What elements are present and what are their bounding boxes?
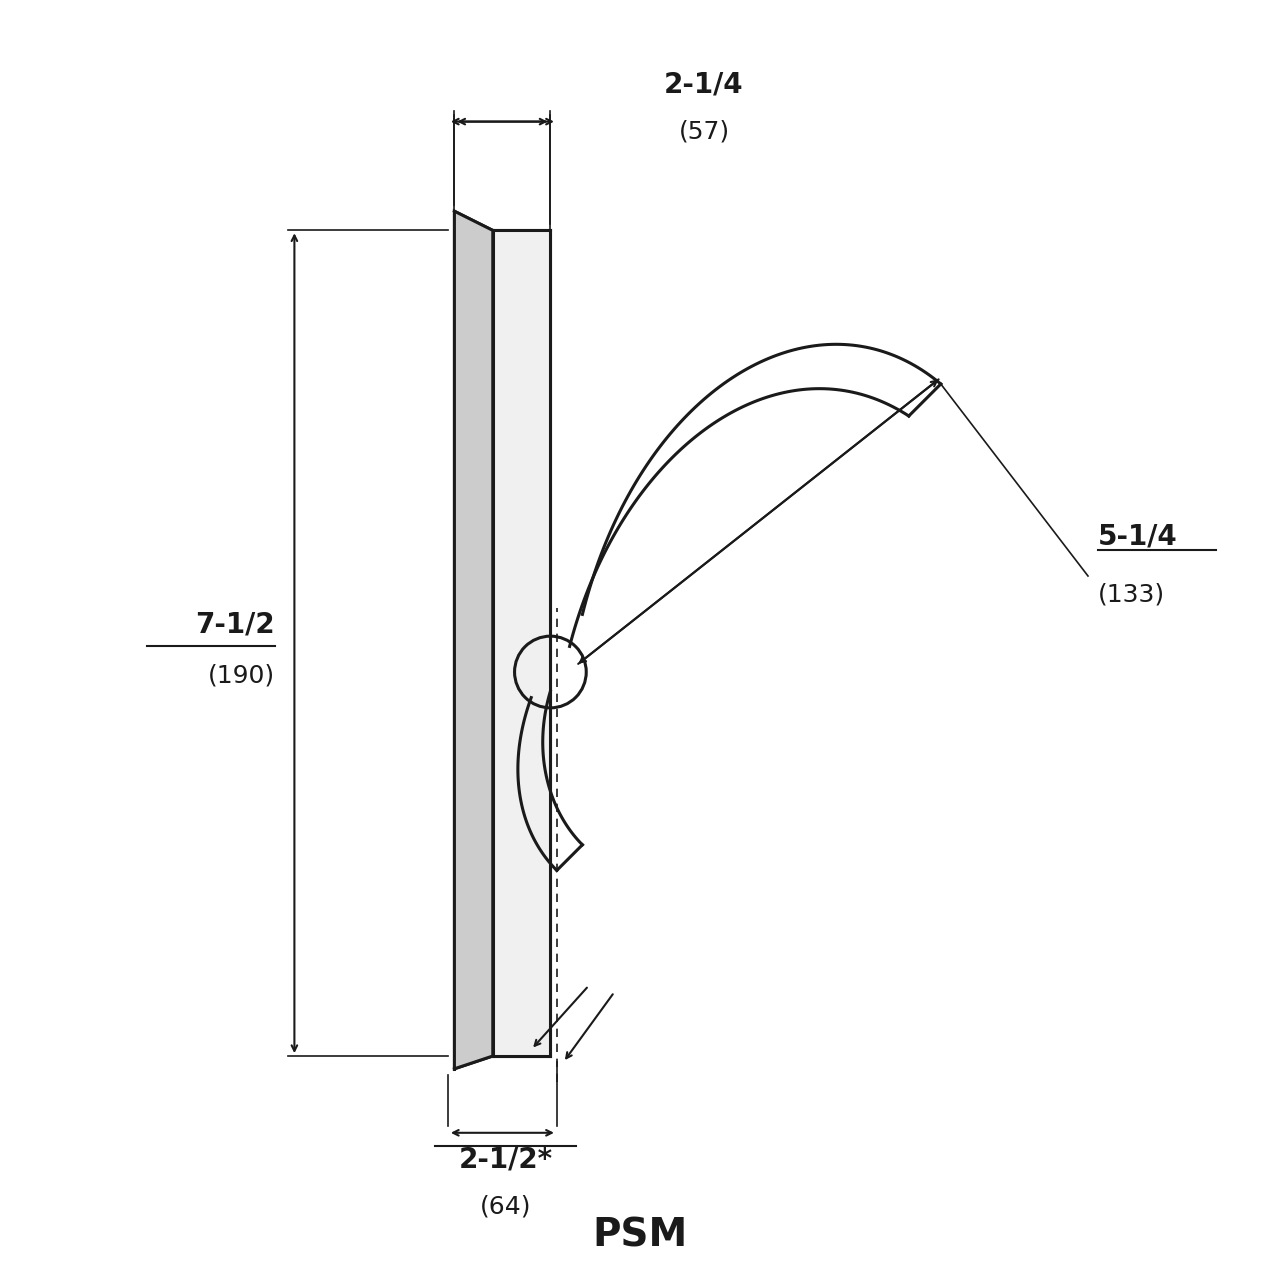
Text: (190): (190): [209, 663, 275, 687]
Text: 2-1/2*: 2-1/2*: [458, 1146, 553, 1174]
Text: (64): (64): [480, 1194, 531, 1219]
Text: 5-1/4: 5-1/4: [1098, 522, 1178, 550]
Text: (57): (57): [678, 119, 730, 143]
Text: 7-1/2: 7-1/2: [196, 611, 275, 637]
Polygon shape: [493, 230, 550, 1056]
Text: 2-1/4: 2-1/4: [664, 70, 744, 99]
Polygon shape: [454, 211, 493, 1069]
Text: PSM: PSM: [593, 1216, 687, 1254]
Text: (133): (133): [1098, 582, 1165, 607]
